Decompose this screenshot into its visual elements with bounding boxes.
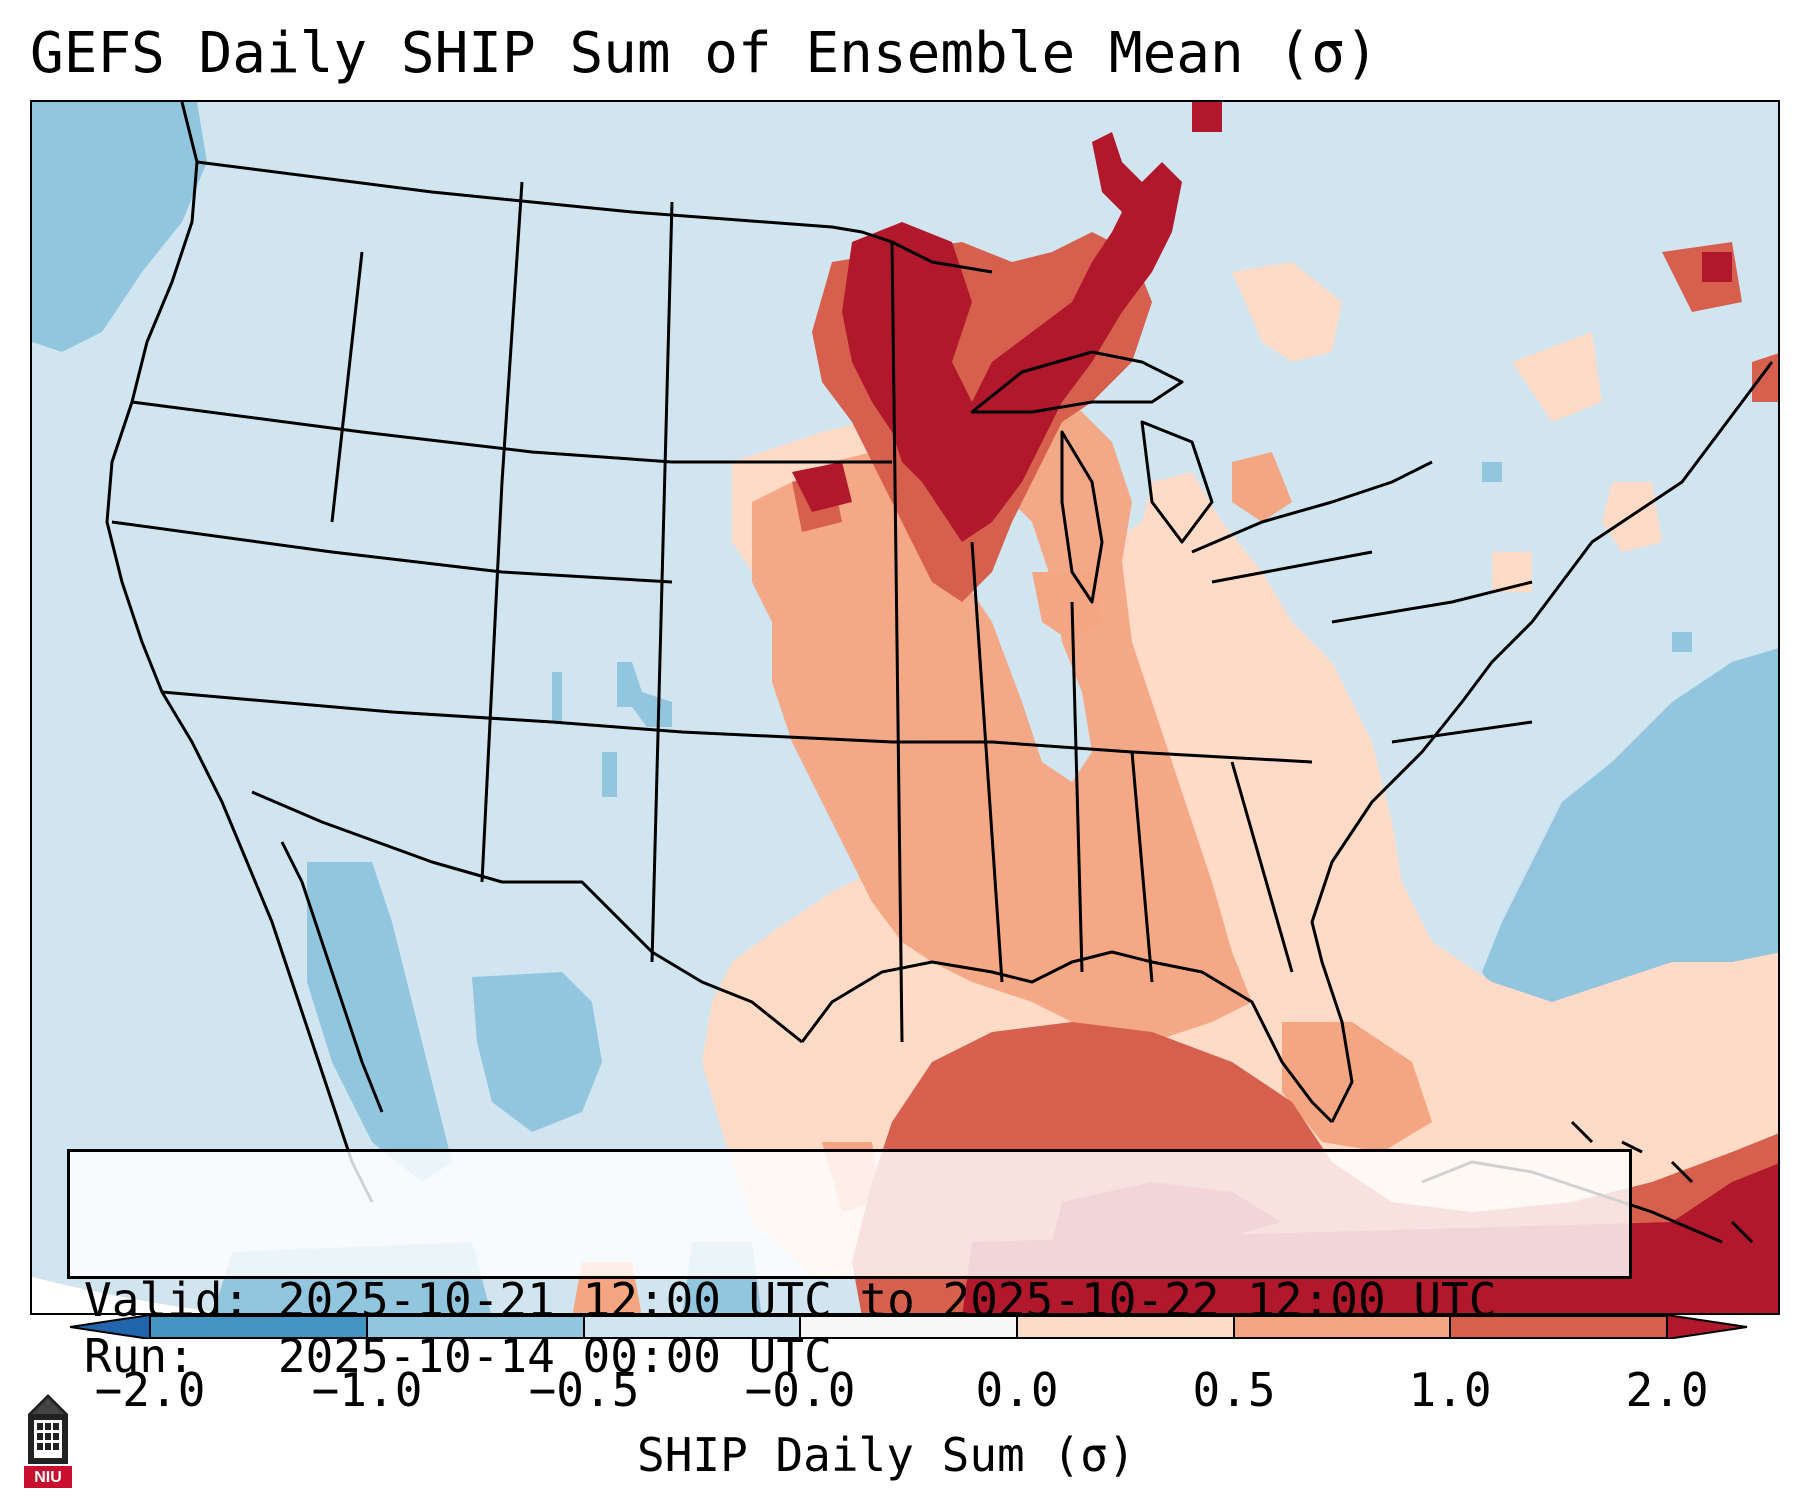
- colorbar: [70, 1315, 1748, 1339]
- lake-huron: [1140, 420, 1214, 544]
- state-lines: [111, 181, 1533, 1043]
- lake-erie-ontario: [1191, 460, 1433, 554]
- validity-info-box: Valid: 2025-10-21 12:00 UTC to 2025-10-2…: [67, 1149, 1632, 1383]
- colorbar-bin-5: [1017, 1315, 1234, 1339]
- map-boundaries: [105, 102, 1774, 1244]
- east-coastline: [1310, 361, 1774, 1123]
- islands: [1570, 1120, 1754, 1244]
- mexico-border: [251, 790, 803, 1044]
- colorbar-tick-label: −2.0: [94, 1363, 206, 1417]
- colorbar-tick-label: −1.0: [311, 1363, 423, 1417]
- colorbar-bin-2: [367, 1315, 584, 1339]
- colorbar-tick-label: 1.0: [1408, 1363, 1492, 1417]
- colorbar-tick-label: 2.0: [1625, 1363, 1709, 1417]
- colorbar-extend-low: [70, 1315, 151, 1339]
- colorbar-tick-label: −0.5: [528, 1363, 640, 1417]
- university-tower-icon: [24, 1394, 72, 1488]
- map-panel[interactable]: [30, 100, 1780, 1315]
- colorbar-bin-4: [800, 1315, 1017, 1339]
- colorbar-bin-1: [150, 1315, 367, 1339]
- map-canvas: [32, 102, 1778, 1313]
- colorbar-extend-high: [1666, 1315, 1748, 1339]
- projection-edge: [32, 1277, 225, 1313]
- colorbar-label: SHIP Daily Sum (σ): [637, 1428, 1136, 1482]
- colorbar-tick-label: −0.0: [744, 1363, 856, 1417]
- colorbar-ticks: [149, 1315, 1668, 1339]
- colorbar-tick-label: 0.0: [975, 1363, 1059, 1417]
- colorbar-bin-7: [1450, 1315, 1667, 1339]
- logo-text: NIU: [34, 1469, 62, 1486]
- lake-superior: [970, 350, 1184, 414]
- baja-coastline: [280, 841, 384, 1113]
- colorbar-bin-6: [1234, 1315, 1450, 1339]
- west-coastline: [105, 102, 374, 1203]
- colorbar-tick-label: 0.5: [1192, 1363, 1276, 1417]
- map-title: GEFS Daily SHIP Sum of Ensemble Mean (σ): [30, 21, 1379, 86]
- lake-michigan: [1060, 430, 1104, 604]
- canada-border: [196, 160, 993, 274]
- gulf-coastline: [800, 950, 1334, 1124]
- colorbar-bin-3: [584, 1315, 800, 1339]
- positive-anomaly-medium: [572, 362, 1432, 1313]
